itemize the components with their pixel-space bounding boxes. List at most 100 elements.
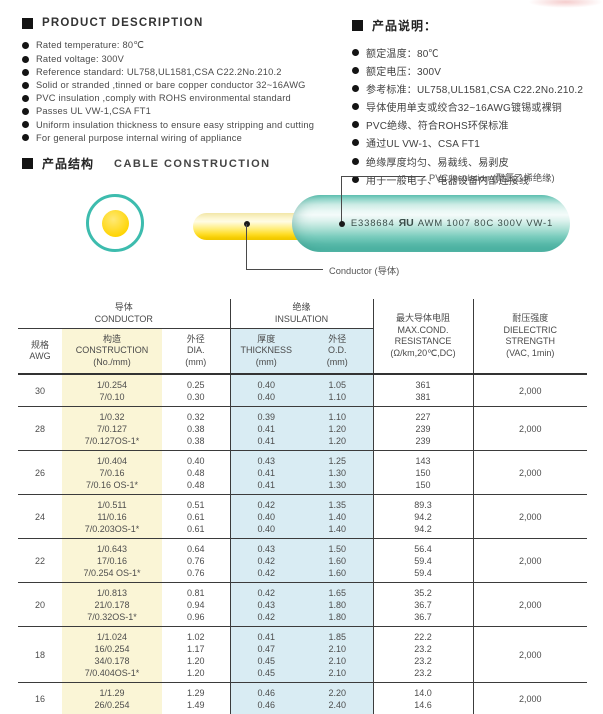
bullet-list-cn: 额定温度：80℃ 额定电压：300V 参考标准：UL758,UL1581,CSA C… xyxy=(352,45,600,187)
table-cell: 1.05 1.10 xyxy=(302,374,374,407)
table-cell: 0.51 0.61 0.61 xyxy=(162,494,231,539)
ul-recognized-icon: ЯU xyxy=(398,217,414,229)
list-item: 额定电压：300V xyxy=(352,63,600,78)
table-cell: 2,000 xyxy=(473,494,588,539)
table-cell: 22.2 23.2 23.2 23.2 xyxy=(373,626,474,683)
table-cell: 1/0.254 7/0.10 xyxy=(62,374,162,407)
insulation-callout-line-horizontal xyxy=(342,176,422,178)
bullet-icon xyxy=(22,81,29,89)
table-cell: 2,000 xyxy=(473,626,588,683)
conductor-callout-line-horizontal xyxy=(246,269,323,271)
list-item: Rated voltage: 300V xyxy=(22,54,342,64)
table-cell: 24 xyxy=(18,494,62,539)
table-cell: 0.41 0.47 0.45 0.45 xyxy=(230,626,303,683)
spec-table: 导体 CONDUCTOR 绝缘 INSULATION 最大导体电阻 MAX.CO… xyxy=(18,299,588,714)
list-item-text: Passes UL VW-1,CSA FT1 xyxy=(36,106,151,117)
product-description-cn-section: 产品说明： 额定温度：80℃ 额定电压：300V 参考标准：UL758,UL1581… xyxy=(352,17,600,190)
table-cell: 361 381 xyxy=(373,374,474,407)
table-row: 24 1/0.511 11/0.16 7/0.203OS-1* 0.51 0.61 0.61… xyxy=(18,494,588,539)
list-item: 参考标准：UL758,UL1581,CSA C22.2No.210.2 xyxy=(352,81,600,96)
conductor-group-header: 导体 CONDUCTOR xyxy=(18,299,231,329)
list-item: PVC绝缘、符合ROHS环保标准 xyxy=(352,117,600,132)
table-cell: 1/0.511 11/0.16 7/0.203OS-1* xyxy=(62,494,162,539)
list-item-text: 绝缘厚度均匀、易裁线、易剥皮 xyxy=(366,157,509,169)
table-cell: 1.35 1.40 1.40 xyxy=(302,494,374,539)
table-cell: 1.50 1.60 1.60 xyxy=(302,538,374,583)
cable-construction-heading: 产品结构 CABLE CONSTRUCTION xyxy=(22,155,271,172)
conductor-callout-line-vertical xyxy=(246,224,248,270)
table-row: 26 1/0.404 7/0.16 7/0.16 OS-1* 0.40 0.48 0.48 0… xyxy=(18,450,588,495)
insulation-label: PVC insulation (聚氯乙烯绝缘) xyxy=(429,173,555,183)
table-cell: 14.0 14.6 xyxy=(373,682,474,714)
table-cell: 1.02 1.17 1.20 1.20 xyxy=(162,626,231,683)
black-square-icon xyxy=(352,20,363,31)
list-item: Uniform insulation thickness to ensure e… xyxy=(22,120,342,130)
list-item: Reference standard: UL758,UL1581,CSA C22… xyxy=(22,67,342,77)
table-cell: 1.65 1.80 1.80 xyxy=(302,582,374,627)
conductor-label: Conductor (导体) xyxy=(329,266,400,276)
spec-table-body: 30 1/0.254 7/0.10 0.25 0.30 0.40 0.40 1.05 1.10 3… xyxy=(18,374,588,714)
table-row: 28 1/0.32 7/0.127 7/0.127OS-1* 0.32 0.38 0.38 0… xyxy=(18,406,588,451)
table-cell: 2,000 xyxy=(473,406,588,451)
table-cell: 0.42 0.40 0.40 xyxy=(230,494,303,539)
list-item-text: Reference standard: UL758,UL1581,CSA C22… xyxy=(36,67,282,78)
bullet-icon xyxy=(22,42,29,49)
insulation-callout-dot xyxy=(339,221,345,227)
list-item-text: 通过UL VW-1、CSA FT1 xyxy=(366,139,480,151)
table-cell: 0.25 0.30 xyxy=(162,374,231,407)
cable-marking: AWM 1007 80C 300V VW-1 xyxy=(417,218,554,229)
table-cell: 2,000 xyxy=(473,682,588,714)
table-cell: 16 xyxy=(18,682,62,714)
section-title: 产品说明： xyxy=(372,19,438,33)
list-item-text: 参考标准：UL758,UL1581,CSA C22.2No.210.2 xyxy=(366,85,584,97)
section-title-en: CABLE CONSTRUCTION xyxy=(114,157,271,170)
table-cell: 0.40 0.40 xyxy=(230,374,303,407)
resistance-column-header: 最大导体电阻 MAX.COND. RESISTANCE (Ω/km,20℃,DC… xyxy=(373,299,474,375)
list-item: For general purpose internal wiring of a… xyxy=(22,133,342,143)
list-item-text: PVC绝缘、符合ROHS环保标准 xyxy=(366,121,509,133)
table-cell: 26 xyxy=(18,450,62,495)
black-square-icon xyxy=(22,17,33,29)
bullet-list-en: Rated temperature: 80℃ Rated voltage: 300… xyxy=(22,40,342,143)
table-cell: 2,000 xyxy=(473,538,588,583)
list-item: 通过UL VW-1、CSA FT1 xyxy=(352,135,600,150)
cable-surface-print: E338684 ЯU AWM 1007 80C 300V VW-1 xyxy=(292,217,570,229)
list-item: Rated temperature: 80℃ xyxy=(22,40,342,51)
list-item: 额定温度：80℃ xyxy=(352,45,600,60)
table-cell: 22 xyxy=(18,538,62,583)
list-item-text: 用于一般电子、电器设备内部连接线 xyxy=(366,175,530,187)
list-item: 绝缘厚度均匀、易裁线、易剥皮 xyxy=(352,154,600,169)
table-cell: 2,000 xyxy=(473,582,588,627)
table-cell: 0.40 0.48 0.48 xyxy=(162,450,231,495)
bullet-icon xyxy=(22,134,29,142)
bullet-icon xyxy=(352,175,359,183)
table-cell: 1/1.024 16/0.254 34/0.178 7/0.404OS-1* xyxy=(62,626,162,683)
bullet-icon xyxy=(22,55,29,63)
table-cell: 1/0.404 7/0.16 7/0.16 OS-1* xyxy=(62,450,162,495)
table-cell: 0.42 0.43 0.42 xyxy=(230,582,303,627)
table-cell: 28 xyxy=(18,406,62,451)
conductor-core-circle xyxy=(101,209,129,237)
dia-column-header: 外径 DIA. (mm) xyxy=(162,328,231,375)
table-sub-header-row: 规格 AWG 构造 CONSTRUCTION (No./mm) 外径 DIA. … xyxy=(18,328,587,375)
table-cell: 1/1.29 26/0.254 xyxy=(62,682,162,714)
table-cell: 0.81 0.94 0.96 xyxy=(162,582,231,627)
table-cell: 20 xyxy=(18,582,62,627)
table-cell: 0.43 0.42 0.42 xyxy=(230,538,303,583)
table-cell: 227 239 239 xyxy=(373,406,474,451)
table-cell: 2,000 xyxy=(473,450,588,495)
table-cell: 2,000 xyxy=(519,385,542,396)
table-cell: 1/0.32 7/0.127 7/0.127OS-1* xyxy=(62,406,162,451)
bullet-icon xyxy=(352,49,359,56)
bullet-icon xyxy=(22,68,29,76)
section-title-cn: 产品结构 xyxy=(42,157,95,171)
cert-number: E338684 xyxy=(350,218,395,229)
bullet-icon xyxy=(22,107,29,115)
table-row: 18 1/1.024 16/0.254 34/0.178 7/0.404OS-1* 1.0… xyxy=(18,626,588,683)
table-cell: 18 xyxy=(18,626,62,683)
list-item-text: PVC insulation ,comply with ROHS environ… xyxy=(36,93,291,104)
table-cell: 2.20 2.40 xyxy=(302,682,374,714)
table-cell: 0.39 0.41 0.41 xyxy=(230,406,303,451)
dielectric-column-header: 耐压强度 DIELECTRIC STRENGTH (VAC, 1min) xyxy=(473,299,588,375)
table-cell: 1.10 1.20 1.20 xyxy=(302,406,374,451)
